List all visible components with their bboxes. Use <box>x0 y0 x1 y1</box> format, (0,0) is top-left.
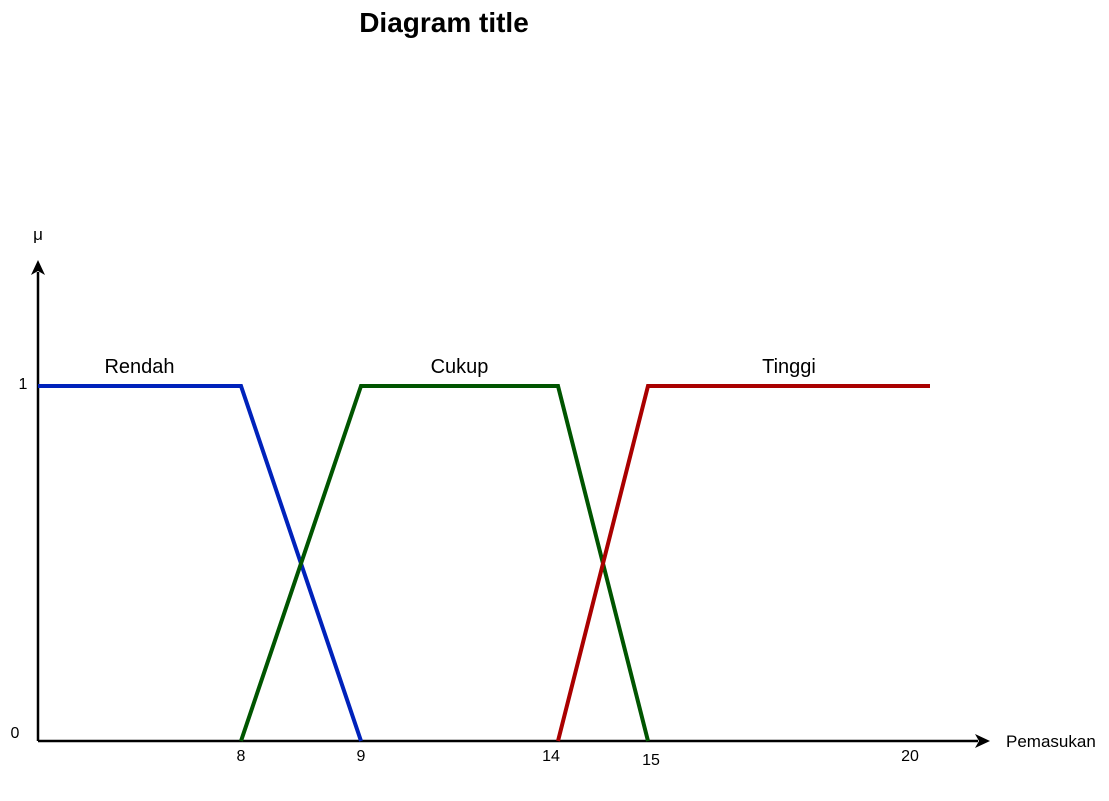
y-axis-label: μ <box>33 225 43 244</box>
series-label-rendah: Rendah <box>104 356 174 378</box>
x-tick-label-14: 14 <box>542 748 560 765</box>
series-group <box>38 384 930 742</box>
x-tick-labels: 8 9 14 15 20 <box>237 748 919 769</box>
chart-title: Diagram title <box>359 7 529 38</box>
x-tick-label-8: 8 <box>237 748 246 765</box>
x-axis-arrow-icon <box>975 734 990 748</box>
y-axis-arrow-icon <box>31 260 45 275</box>
y-tick-labels: 01 <box>11 376 28 742</box>
y-tick-label-0: 0 <box>11 725 20 742</box>
series-label-cukup: Cukup <box>431 356 489 378</box>
x-tick-label-15: 15 <box>642 752 660 769</box>
series-labels: Rendah Cukup Tinggi <box>104 356 815 378</box>
axes <box>31 260 990 748</box>
series-line-cukup <box>239 384 650 742</box>
series-label-tinggi: Tinggi <box>762 356 816 378</box>
x-axis-label: Pemasukan <box>1006 732 1096 751</box>
x-tick-label-9: 9 <box>357 748 366 765</box>
series-line-rendah <box>38 384 363 742</box>
series-line-tinggi <box>556 384 930 742</box>
y-tick-label-1: 1 <box>19 376 28 393</box>
x-tick-label-20: 20 <box>901 748 919 765</box>
